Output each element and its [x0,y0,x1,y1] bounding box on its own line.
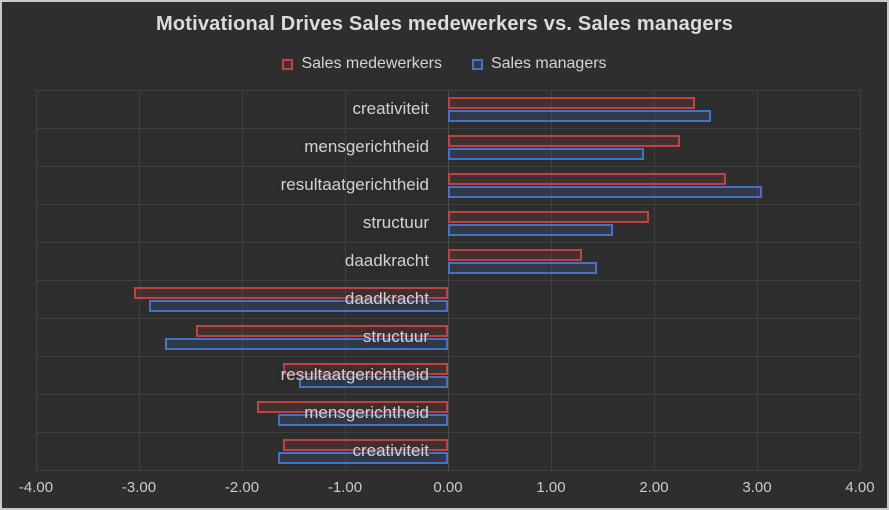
category-label-mensgerichtheid-row9: mensgerichtheid [304,403,429,422]
bar-sales-medewerkers-creativiteit-row10[interactable] [283,439,448,451]
bar-sales-medewerkers-mensgerichtheid-row9[interactable] [257,401,448,413]
bar-sales-managers-creativiteit-row10[interactable] [278,452,448,464]
gridline-horizontal [36,393,860,395]
legend-item-sales-medewerkers[interactable]: Sales medewerkers [282,55,442,73]
bar-sales-medewerkers-daadkracht-row6[interactable] [133,287,448,299]
gridline-horizontal [36,279,860,281]
category-label-structuur-row4: structuur [362,213,429,232]
legend-label-sales-managers: Sales managers [490,55,607,72]
gridline-horizontal [36,317,860,319]
gridline-horizontal [36,165,860,167]
gridline-horizontal [36,241,860,243]
bar-sales-medewerkers-resultaatgerichtheid-row3[interactable] [448,173,727,185]
gridline-horizontal [36,431,860,433]
x-tick-label-0.00: 0.00 [433,479,463,496]
category-label-creativiteit-row1: creativiteit [352,99,429,118]
x-tick-label--1.00: -1.00 [327,479,363,496]
x-tick-label--3.00: -3.00 [121,479,157,496]
category-label-mensgerichtheid-row2: mensgerichtheid [304,137,429,156]
bar-sales-managers-daadkracht-row6[interactable] [149,300,448,312]
plot-area: creativiteit mensgerichtheid resultaatgeri… [35,89,861,471]
bar-sales-managers-structuur-row7[interactable] [164,338,448,350]
category-label-structuur-row7: structuur [362,327,429,346]
legend-item-sales-managers[interactable]: Sales managers [471,55,607,73]
bar-sales-managers-resultaatgerichtheid-row8[interactable] [298,376,448,388]
x-tick-label-4.00: 4.00 [845,479,875,496]
gridline-horizontal [36,203,860,205]
category-label-resultaatgerichtheid-row8: resultaatgerichtheid [280,365,429,384]
gridline-horizontal [36,127,860,129]
category-label-daadkracht-row5: daadkracht [344,251,429,270]
bar-sales-medewerkers-mensgerichtheid-row2[interactable] [448,135,680,147]
legend-swatch-blue-icon [471,58,483,70]
x-tick-label-2.00: 2.00 [639,479,669,496]
bar-sales-managers-resultaatgerichtheid-row3[interactable] [448,186,763,198]
bar-sales-medewerkers-resultaatgerichtheid-row8[interactable] [283,363,448,375]
x-axis: -4.00 -3.00 -2.00 -1.00 0.00 1.00 2.00 3.00 4.00 [2,479,887,503]
gridline-horizontal [36,355,860,357]
x-tick-label-3.00: 3.00 [742,479,772,496]
bar-sales-managers-creativiteit-row1[interactable] [448,110,711,122]
bar-sales-managers-mensgerichtheid-row9[interactable] [278,414,448,426]
bar-sales-managers-mensgerichtheid-row2[interactable] [448,148,644,160]
bar-sales-managers-daadkracht-row5[interactable] [448,262,598,274]
bar-sales-medewerkers-creativiteit-row1[interactable] [448,97,696,109]
chart-title: Motivational Drives Sales medewerkers vs… [155,13,734,35]
gridline-horizontal [36,469,860,471]
gridline-horizontal [36,89,860,91]
legend: Sales medewerkers Sales managers [2,53,887,75]
category-label-resultaatgerichtheid-row3: resultaatgerichtheid [280,175,429,194]
legend-label-sales-medewerkers: Sales medewerkers [301,55,442,72]
category-label-creativiteit-row10: creativiteit [352,441,429,460]
bar-sales-medewerkers-structuur-row4[interactable] [448,211,649,223]
bar-sales-medewerkers-daadkracht-row5[interactable] [448,249,582,261]
x-tick-label--2.00: -2.00 [224,479,260,496]
category-label-daadkracht-row6: daadkracht [344,289,429,308]
x-tick-label-1.00: 1.00 [536,479,566,496]
x-tick-label--4.00: -4.00 [18,479,54,496]
gridline-vertical [859,90,861,470]
bar-sales-managers-structuur-row4[interactable] [448,224,613,236]
bar-sales-medewerkers-structuur-row7[interactable] [195,325,448,337]
legend-swatch-red-icon [282,58,294,70]
